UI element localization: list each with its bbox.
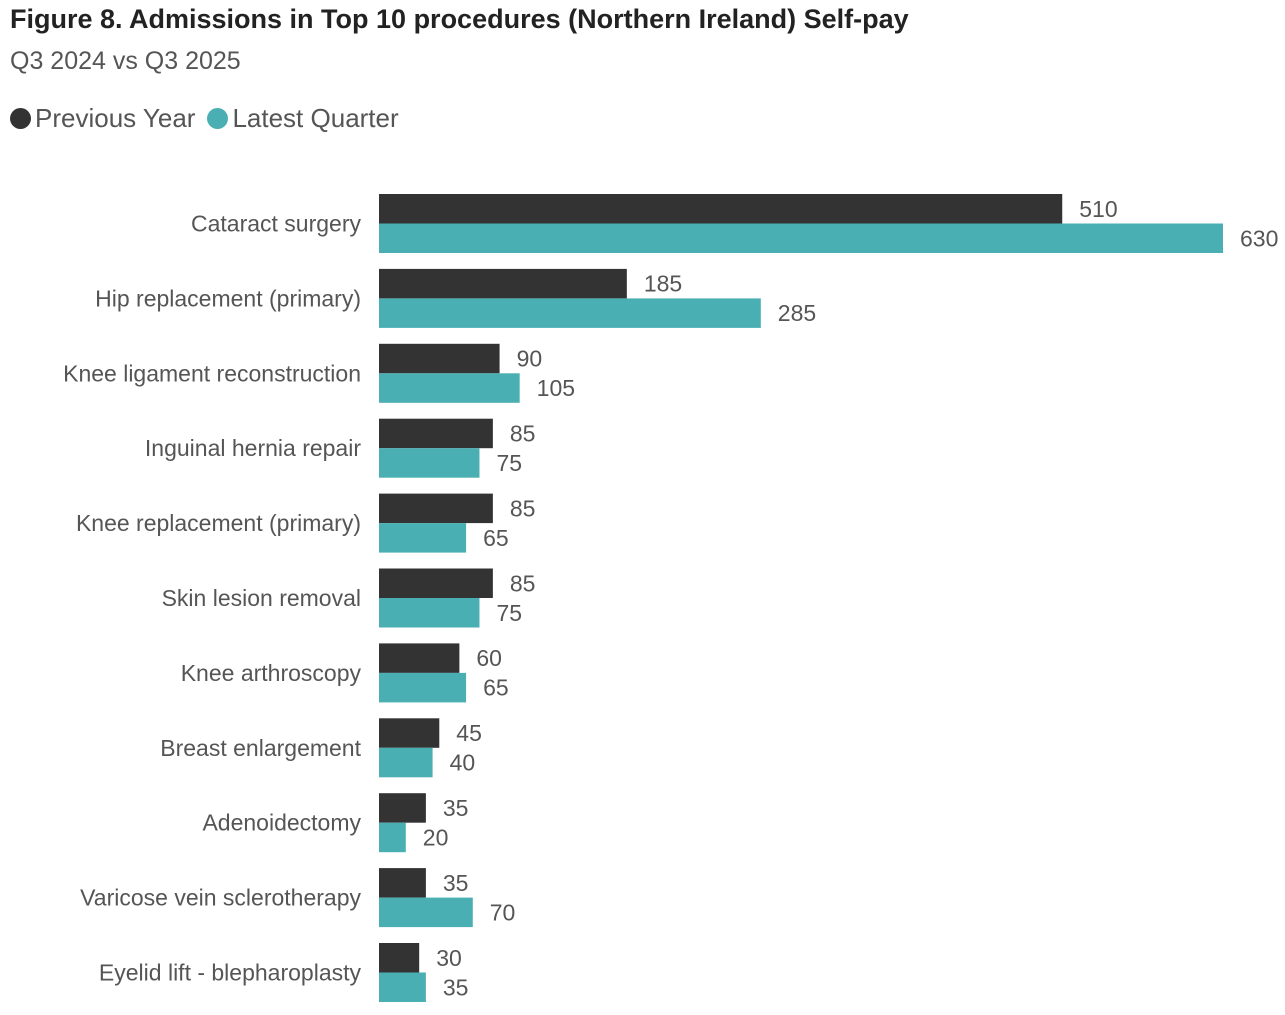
bar-group-adenoidectomy: Adenoidectomy 35 20 (202, 793, 469, 853)
data-label: 90 (517, 346, 543, 372)
data-label: 75 (496, 600, 522, 626)
data-label: 60 (476, 645, 502, 671)
bar-previous-year[interactable] (379, 643, 460, 673)
bar-group-varicose-vein-sclerotherapy: Varicose vein sclerotherapy 35 70 (80, 868, 516, 928)
data-label: 85 (510, 420, 536, 446)
bar-previous-year[interactable] (379, 568, 493, 599)
bar-group-hip-replacement-primary: Hip replacement (primary) 185 285 (95, 268, 816, 328)
bar-latest-quarter[interactable] (379, 972, 426, 1003)
chart-legend: Previous Year Latest Quarter (10, 103, 411, 134)
bar-latest-quarter[interactable] (379, 223, 1223, 254)
category-label: Inguinal hernia repair (145, 435, 361, 461)
category-label: Knee ligament reconstruction (63, 360, 361, 386)
bar-latest-quarter[interactable] (379, 672, 467, 703)
bar-group-knee-arthroscopy: Knee arthroscopy 60 65 (181, 643, 509, 703)
data-label: 285 (778, 300, 816, 326)
bar-group-cataract-surgery: Cataract surgery 510 630 (191, 194, 1278, 253)
data-label: 105 (537, 375, 575, 401)
bar-previous-year[interactable] (379, 793, 426, 823)
bar-previous-year[interactable] (379, 194, 1063, 224)
data-label: 35 (443, 795, 469, 821)
data-label: 45 (456, 720, 482, 746)
data-label: 20 (423, 824, 449, 850)
category-label: Skin lesion removal (162, 585, 361, 611)
bar-previous-year[interactable] (379, 868, 426, 898)
bar-latest-quarter[interactable] (379, 448, 480, 478)
data-label: 630 (1240, 225, 1278, 251)
data-label: 85 (510, 495, 536, 521)
bar-group-inguinal-hernia-repair: Inguinal hernia repair 85 75 (145, 418, 536, 478)
bar-group-knee-ligament-reconstruction: Knee ligament reconstruction 90 105 (63, 343, 575, 403)
data-label: 30 (436, 945, 462, 971)
bar-previous-year[interactable] (379, 418, 493, 449)
bar-group-eyelid-lift-blepharoplasty: Eyelid lift - blepharoplasty 30 35 (99, 943, 469, 1003)
bar-previous-year[interactable] (379, 943, 420, 973)
bar-latest-quarter[interactable] (379, 598, 480, 628)
bar-latest-quarter[interactable] (379, 822, 406, 853)
category-label: Adenoidectomy (202, 810, 361, 836)
data-label: 75 (496, 450, 522, 476)
data-label: 185 (644, 271, 682, 297)
bar-group-skin-lesion-removal: Skin lesion removal 85 75 (162, 568, 536, 628)
category-label: Eyelid lift - blepharoplasty (99, 960, 362, 986)
chart-title: Figure 8. Admissions in Top 10 procedure… (10, 4, 909, 34)
data-label: 65 (483, 675, 509, 701)
data-label: 65 (483, 525, 509, 551)
data-label: 85 (510, 570, 536, 596)
bar-previous-year[interactable] (379, 493, 493, 524)
category-label: Cataract surgery (191, 211, 362, 237)
bar-previous-year[interactable] (379, 268, 627, 299)
category-label: Hip replacement (primary) (95, 285, 361, 311)
chart-subtitle: Q3 2024 vs Q3 2025 (10, 47, 241, 75)
legend-item-previous-year[interactable]: Previous Year (10, 103, 195, 134)
bar-latest-quarter[interactable] (379, 747, 433, 778)
data-label: 35 (443, 870, 469, 896)
data-label: 510 (1079, 196, 1117, 222)
bar-latest-quarter[interactable] (379, 373, 520, 403)
data-label: 70 (490, 899, 516, 925)
data-label: 40 (450, 750, 476, 776)
category-label: Knee arthroscopy (181, 660, 362, 686)
category-label: Knee replacement (primary) (76, 510, 361, 536)
bar-group-breast-enlargement: Breast enlargement 45 40 (160, 718, 482, 778)
legend-item-latest-quarter[interactable]: Latest Quarter (207, 103, 399, 134)
data-label: 35 (443, 974, 469, 1000)
bar-previous-year[interactable] (379, 343, 500, 374)
category-label: Varicose vein sclerotherapy (80, 885, 361, 911)
bar-previous-year[interactable] (379, 718, 440, 748)
bar-latest-quarter[interactable] (379, 523, 467, 553)
legend-dot-previous-icon (10, 108, 31, 129)
legend-label-previous: Previous Year (35, 103, 196, 133)
bar-latest-quarter[interactable] (379, 897, 473, 928)
category-label: Breast enlargement (160, 735, 361, 761)
legend-dot-latest-icon (207, 108, 229, 129)
bar-latest-quarter[interactable] (379, 298, 761, 328)
legend-label-latest: Latest Quarter (232, 103, 399, 133)
